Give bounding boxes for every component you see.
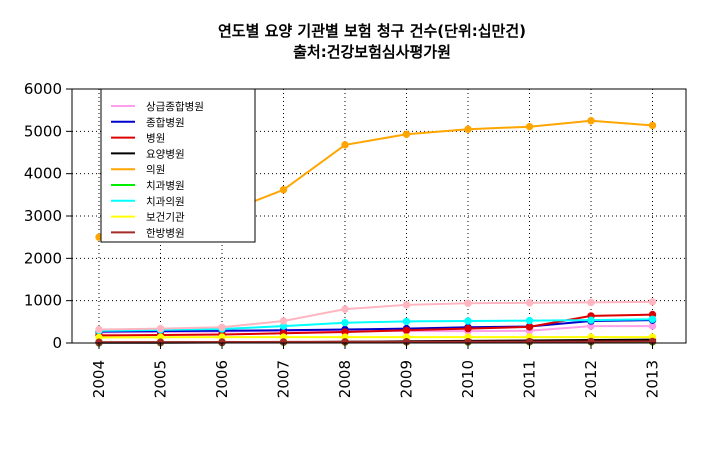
x-tick-label: 2011 xyxy=(521,360,539,398)
data-point xyxy=(587,316,595,324)
data-point xyxy=(525,299,534,307)
data-point xyxy=(464,317,472,325)
x-tick-label: 2010 xyxy=(459,360,477,398)
data-point xyxy=(648,121,657,130)
data-point xyxy=(402,317,411,326)
data-point xyxy=(402,301,411,309)
series-line-6 xyxy=(98,318,653,332)
data-point xyxy=(341,305,349,313)
data-point xyxy=(525,122,534,131)
y-axis: 0 1000 2000 3000 4000 5000 6000 xyxy=(24,80,73,352)
series-line-8 xyxy=(98,340,653,344)
series-line-9 xyxy=(98,300,653,331)
data-point xyxy=(341,141,349,149)
data-point xyxy=(648,315,657,323)
data-point xyxy=(464,299,472,307)
legend-label: 요양병원 xyxy=(146,148,185,160)
x-tick-label: 2004 xyxy=(90,360,108,398)
legend-label: 상급종합병원 xyxy=(146,101,204,113)
data-point xyxy=(525,323,534,331)
legend-label: 종합병원 xyxy=(146,117,185,129)
x-tick-label: 2013 xyxy=(644,360,662,398)
data-point xyxy=(279,186,288,194)
y-tick-label: 3000 xyxy=(24,207,62,225)
legend-label: 한방병원 xyxy=(146,227,185,239)
data-point xyxy=(402,130,411,138)
y-tick-label: 2000 xyxy=(24,249,62,267)
data-point xyxy=(341,318,349,327)
legend-label: 치과의원 xyxy=(146,196,185,208)
series-line-2 xyxy=(98,313,653,337)
chart-title: 연도별 요양 기관별 보험 청구 건수(단위:십만건) xyxy=(218,22,526,40)
data-point xyxy=(587,117,595,125)
y-tick-label: 0 xyxy=(52,334,62,352)
legend-label: 의원 xyxy=(146,164,165,176)
data-point xyxy=(587,298,595,307)
y-tick-label: 5000 xyxy=(24,122,62,140)
data-point xyxy=(156,324,165,333)
series-line-1 xyxy=(98,319,653,333)
x-tick-label: 2006 xyxy=(213,360,231,398)
x-tick-label: 2005 xyxy=(152,360,170,398)
x-axis: 2004 2005 2006 2007 2008 2009 2010 2011 2012 2013 xyxy=(90,343,662,398)
y-tick-label: 1000 xyxy=(24,292,62,310)
legend-label: 병원 xyxy=(146,133,165,145)
x-tick-label: 2007 xyxy=(275,360,293,398)
y-tick-label: 6000 xyxy=(24,80,62,98)
data-point xyxy=(95,325,103,334)
legend-label: 보건기관 xyxy=(146,212,185,224)
data-point xyxy=(525,316,534,325)
chart-subtitle: 출처:건강보험심사평가원 xyxy=(293,43,451,61)
data-point xyxy=(464,324,472,333)
data-point xyxy=(402,326,411,334)
x-tick-label: 2009 xyxy=(398,360,416,398)
data-point xyxy=(218,323,226,332)
legend-label: 치과병원 xyxy=(146,180,185,192)
x-tick-label: 2012 xyxy=(582,360,600,398)
x-tick-label: 2008 xyxy=(336,360,354,398)
y-tick-label: 4000 xyxy=(24,165,62,183)
data-point xyxy=(648,298,657,306)
data-point xyxy=(279,317,288,325)
data-point xyxy=(464,125,472,133)
